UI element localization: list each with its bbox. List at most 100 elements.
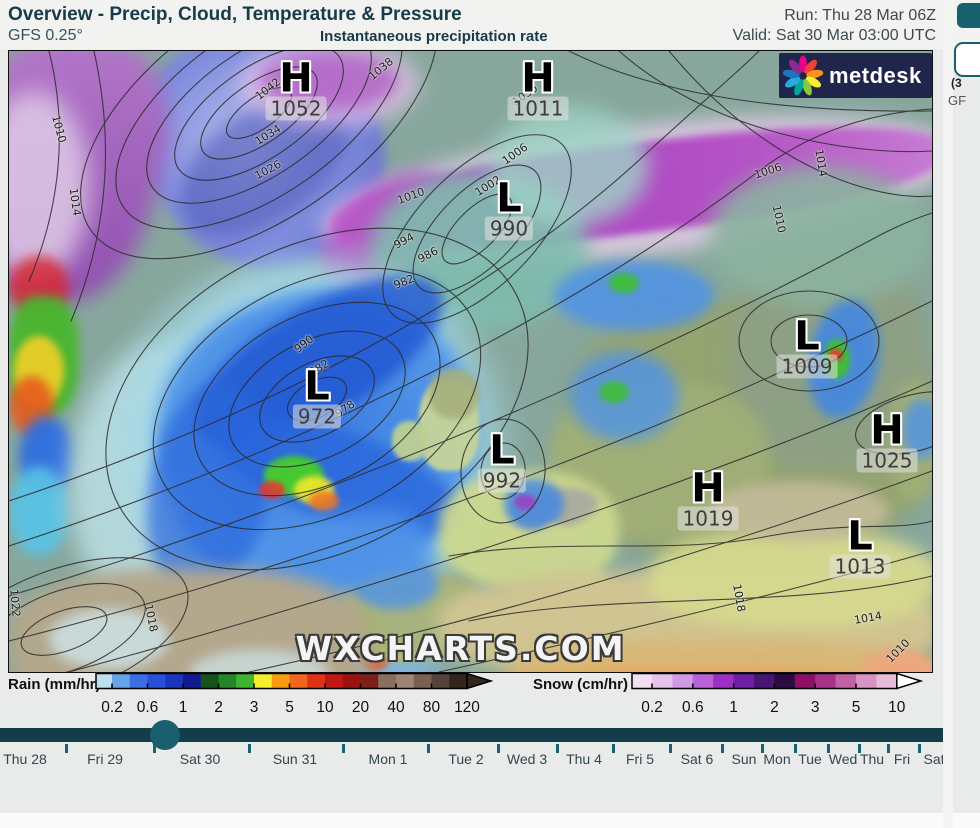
svg-text:10: 10 bbox=[316, 699, 334, 716]
isobar-value-label: 1022 bbox=[8, 588, 23, 618]
pressure-system-h-1019: H 1019 bbox=[677, 465, 739, 531]
svg-text:0.6: 0.6 bbox=[137, 699, 159, 716]
metdesk-asterisk-icon bbox=[782, 55, 824, 96]
rain-legend-label: Rain (mm/hr) bbox=[8, 676, 101, 693]
timeline-slider-handle[interactable] bbox=[150, 720, 180, 750]
timeline-tick bbox=[427, 744, 430, 753]
timeline-label-sun-31[interactable]: Sun 31 bbox=[272, 751, 318, 767]
scroll-gutter bbox=[943, 0, 953, 828]
map-region-blob bbox=[514, 494, 536, 510]
run-label: Run: Thu 28 Mar 06Z bbox=[784, 7, 936, 24]
timeline-tick bbox=[793, 744, 797, 753]
metdesk-logo-text: metdesk bbox=[829, 62, 922, 88]
pressure-value: 990 bbox=[484, 216, 534, 241]
map-region-blob bbox=[349, 559, 439, 609]
timeline-label-tue[interactable]: Tue bbox=[798, 751, 822, 767]
pressure-letter: H bbox=[691, 465, 725, 512]
map-region-blob bbox=[489, 106, 649, 226]
map-region-blob bbox=[9, 466, 69, 556]
timeline-label-tue-2[interactable]: Tue 2 bbox=[448, 751, 484, 767]
timeline-label-wed-3[interactable]: Wed 3 bbox=[506, 751, 548, 767]
timeline-track[interactable] bbox=[0, 728, 945, 742]
legend-colorbars: 0.2 0.6 1 2 3 5 10 20 40 80 120 0.2 0.6 1 2 3 5 10 bbox=[95, 672, 924, 716]
bottom-strip bbox=[0, 813, 980, 828]
pressure-system-h-1052: H 1052 bbox=[265, 55, 327, 121]
timeline-label-fri[interactable]: Fri bbox=[893, 751, 911, 767]
map-region-blob bbox=[49, 609, 169, 669]
pressure-value: 1052 bbox=[265, 96, 327, 121]
svg-text:40: 40 bbox=[387, 699, 405, 716]
side-button-secondary[interactable] bbox=[954, 42, 980, 77]
timeline-label-sat-6[interactable]: Sat 6 bbox=[680, 751, 714, 767]
weather-map[interactable]: 1042 1038 1034 1030 1026 1022 1018 1014 1010 1010… bbox=[8, 50, 933, 673]
pressure-letter: L bbox=[489, 427, 515, 474]
isobar-contours bbox=[9, 51, 932, 672]
svg-text:3: 3 bbox=[811, 699, 820, 716]
layer-subtitle: Instantaneous precipitation rate bbox=[320, 28, 548, 45]
timeline-label-fri-5[interactable]: Fri 5 bbox=[626, 751, 654, 767]
pressure-letter: H bbox=[870, 407, 904, 454]
pressure-system-l-1009: L 1009 bbox=[776, 317, 838, 379]
timeline-label-thu[interactable]: Thu bbox=[859, 751, 885, 767]
svg-text:0.6: 0.6 bbox=[682, 699, 704, 716]
timeline-label-sat-30[interactable]: Sat 30 bbox=[179, 751, 221, 767]
svg-text:10: 10 bbox=[888, 699, 906, 716]
svg-text:0.2: 0.2 bbox=[641, 699, 663, 716]
timeline-tick bbox=[612, 744, 615, 753]
timeline-label-mon-1[interactable]: Mon 1 bbox=[368, 751, 408, 767]
map-region-blob bbox=[859, 649, 932, 672]
timeline-label-sun[interactable]: Sun bbox=[731, 751, 757, 767]
timeline-label-thu-28[interactable]: Thu 28 bbox=[3, 751, 47, 767]
timestep-partial-label: (3 bbox=[951, 76, 962, 90]
header: Overview - Precip, Cloud, Temperature & … bbox=[0, 0, 980, 49]
map-region-blob bbox=[429, 369, 479, 419]
svg-text:80: 80 bbox=[423, 699, 441, 716]
timeline-tick bbox=[496, 744, 500, 753]
timeline-tick bbox=[152, 744, 156, 753]
timeline-tick bbox=[341, 744, 345, 753]
map-region-blob bbox=[469, 669, 932, 672]
run-valid-info: Run: Thu 28 Mar 06Z Valid: Sat 30 Mar 03… bbox=[733, 6, 936, 46]
map-region-blob bbox=[609, 273, 639, 293]
pressure-value: 1025 bbox=[856, 448, 918, 473]
pressure-letter: H bbox=[521, 55, 555, 102]
svg-text:0.2: 0.2 bbox=[101, 699, 123, 716]
svg-text:20: 20 bbox=[352, 699, 370, 716]
timeline-label-wed[interactable]: Wed bbox=[828, 751, 858, 767]
pressure-system-h-1025: H 1025 bbox=[856, 407, 918, 473]
timeline-tick bbox=[826, 744, 830, 753]
timeline-label-thu-4[interactable]: Thu 4 bbox=[566, 751, 602, 767]
pressure-system-h-1011: H 1011 bbox=[507, 55, 569, 121]
timeline-tick bbox=[247, 744, 251, 753]
model-partial-label: GF bbox=[948, 93, 967, 108]
pressure-letter: L bbox=[496, 175, 522, 222]
pressure-letter: L bbox=[847, 513, 873, 560]
pressure-system-l-972: L 972 bbox=[292, 363, 342, 429]
valid-label: Valid: Sat 30 Mar 03:00 UTC bbox=[732, 27, 936, 44]
pressure-value: 1011 bbox=[507, 96, 569, 121]
page-title: Overview - Precip, Cloud, Temperature & … bbox=[8, 4, 462, 25]
svg-text:2: 2 bbox=[770, 699, 779, 716]
svg-text:2: 2 bbox=[214, 699, 223, 716]
map-region-blob bbox=[189, 649, 329, 672]
pressure-value: 972 bbox=[292, 404, 342, 429]
map-region-blob bbox=[554, 261, 714, 331]
pressure-letter: L bbox=[304, 363, 330, 410]
timeline-label-fri-29[interactable]: Fri 29 bbox=[87, 751, 123, 767]
svg-text:1: 1 bbox=[729, 699, 738, 716]
map-region-blob bbox=[599, 381, 629, 403]
timeline-tick bbox=[918, 744, 921, 753]
pressure-system-l-990: L 990 bbox=[484, 175, 534, 241]
timeline-label-mon[interactable]: Mon bbox=[763, 751, 791, 767]
svg-text:5: 5 bbox=[852, 699, 861, 716]
svg-text:1: 1 bbox=[179, 699, 188, 716]
svg-text:3: 3 bbox=[250, 699, 259, 716]
pressure-value: 1013 bbox=[829, 554, 891, 579]
timeline-tick bbox=[65, 744, 68, 753]
timeline-label-sat[interactable]: Sat bbox=[923, 751, 945, 767]
map-region-blob bbox=[709, 166, 929, 306]
timeline-tick bbox=[857, 744, 861, 753]
pressure-letter: H bbox=[279, 55, 313, 102]
side-button-primary[interactable] bbox=[957, 3, 980, 28]
